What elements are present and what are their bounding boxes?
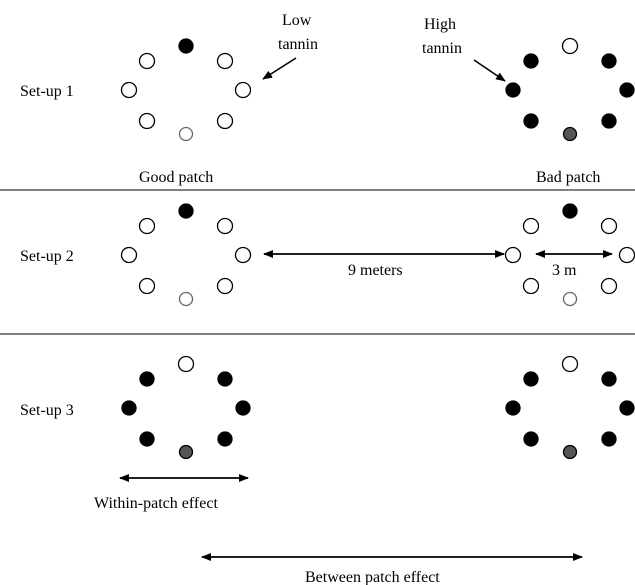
low-tannin-bottom-feeder [178,126,194,142]
low-tannin-feeder [177,355,195,373]
low-tannin-feeder [216,217,234,235]
low-tannin-feeder [561,37,579,55]
high-tannin-feeder [523,371,539,387]
low-tannin-bottom-feeder [178,291,194,307]
high-tannin-feeder [217,431,233,447]
high-tannin-feeder [139,371,155,387]
low-tannin-feeder [504,246,522,264]
low-tannin-feeder [216,52,234,70]
high-tannin-feeder [523,53,539,69]
low-tannin-feeder [522,217,540,235]
low-tannin-feeder [216,277,234,295]
high-tannin-feeder [139,431,155,447]
low-tannin-label-line1: Low [282,12,312,29]
setup-label-1: Set-up 1 [20,83,74,100]
setup-2-right-patch [504,203,635,307]
high-tannin-feeder [523,113,539,129]
between-patch-effect-label: Between patch effect [305,569,440,585]
setup-1-good-patch [120,38,252,142]
low-tannin-label-line2: tannin [278,36,318,53]
low-tannin-feeder [120,81,138,99]
between-patch-distance-label: 9 meters [348,262,403,279]
low-tannin-feeder [561,355,579,373]
low-tannin-feeder [120,246,138,264]
high-tannin-label-line2: tannin [422,40,462,57]
high-tannin-feeder [178,203,194,219]
high-tannin-feeder [601,53,617,69]
high-tannin-feeder [601,113,617,129]
high-tannin-feeder [121,400,137,416]
low-tannin-feeder [522,277,540,295]
high-tannin-feeder [619,82,635,98]
low-tannin-bottom-feeder [562,291,578,307]
low-tannin-feeder [600,277,618,295]
high-tannin-bottom-feeder [562,444,578,460]
bad-patch-caption: Bad patch [536,169,600,186]
high-tannin-feeder [562,203,578,219]
high-tannin-feeder [601,431,617,447]
high-tannin-feeder [523,431,539,447]
high-tannin-feeder [217,371,233,387]
setup-1-bad-patch [505,37,635,142]
high-tannin-feeder [235,400,251,416]
setup-label-2: Set-up 2 [20,248,74,265]
low-tannin-feeder [216,112,234,130]
low-tannin-feeder [234,81,252,99]
low-tannin-feeder [138,52,156,70]
high-tannin-bottom-feeder [178,444,194,460]
setup-label-3: Set-up 3 [20,402,74,419]
high-tannin-feeder [505,82,521,98]
high-tannin-feeder [601,371,617,387]
setup-2-left-patch [120,203,252,307]
setup-3-right-patch [505,355,635,460]
high-tannin-feeder [178,38,194,54]
high-tannin-label-line1: High [424,16,456,33]
low-tannin-feeder [600,217,618,235]
low-tannin-feeder [138,112,156,130]
high-tannin-pointer-arrow [473,59,506,82]
good-patch-caption: Good patch [139,169,213,186]
low-tannin-pointer-arrow [262,57,297,80]
patch-diameter-label: 3 m [552,262,577,279]
within-patch-effect-label: Within-patch effect [94,495,218,512]
high-tannin-feeder [619,400,635,416]
low-tannin-feeder [138,277,156,295]
setup-3-left-patch [121,355,251,460]
high-tannin-feeder [505,400,521,416]
low-tannin-feeder [138,217,156,235]
high-tannin-bottom-feeder [562,126,578,142]
low-tannin-feeder [234,246,252,264]
low-tannin-feeder [618,246,635,264]
